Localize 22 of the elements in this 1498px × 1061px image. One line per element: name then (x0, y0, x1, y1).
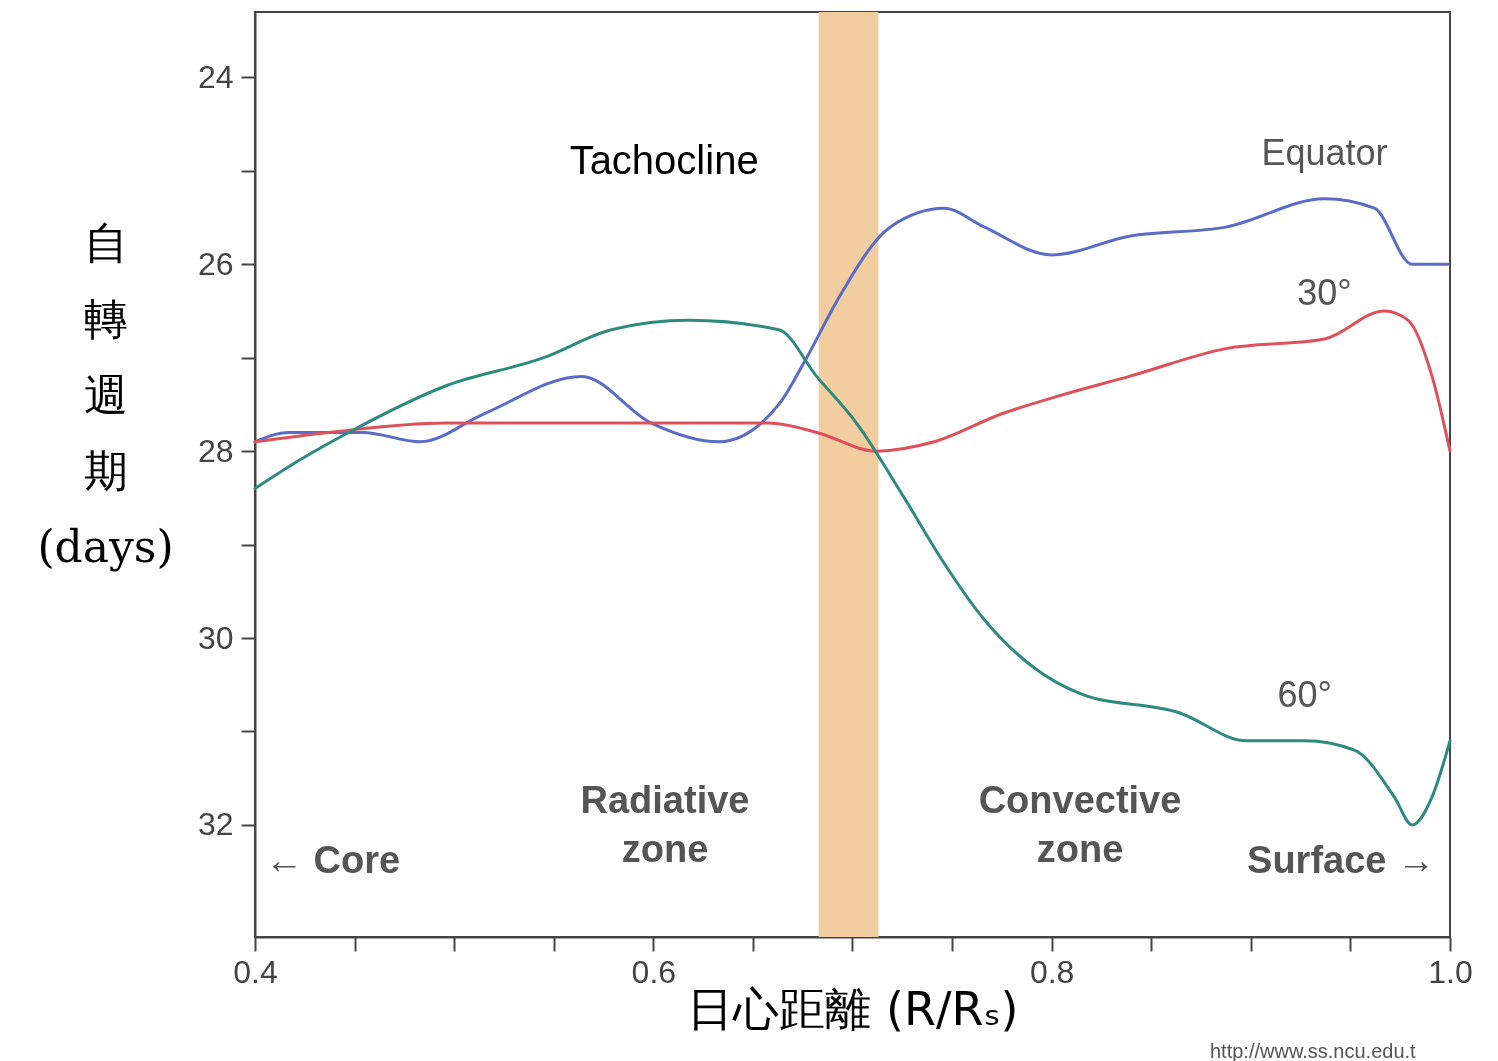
line-series (253, 197, 1450, 444)
y-tick-label: 32 (197, 806, 234, 843)
x-tick-label: 1.0 (1428, 953, 1473, 990)
annotation: ← Core (265, 839, 401, 881)
y-tick-label: 24 (197, 58, 234, 95)
x-tick-label: 0.4 (233, 953, 278, 990)
annotation: Surface → (1247, 839, 1435, 881)
y-tick-label: 30 (197, 619, 234, 656)
band-label: Tachocline (569, 138, 759, 182)
x-tick-label: 0.8 (1029, 953, 1075, 990)
line-series (253, 318, 1452, 827)
annotation: Radiative zone (580, 779, 750, 871)
y-tick-label: 26 (197, 245, 234, 282)
series-label: Equator (1261, 131, 1388, 173)
y-axis-title: 自轉週期 (days) (37, 216, 174, 572)
line-series (253, 309, 1452, 453)
x-tick-label: 0.6 (631, 953, 677, 990)
series-label: 60° (1277, 673, 1332, 715)
y-tick-label: 28 (197, 432, 234, 469)
x-axis-title: 日心距離 (R/Rₛ) (687, 981, 1019, 1036)
series-label: 30° (1297, 272, 1352, 314)
annotation: Convective zone (978, 779, 1182, 871)
